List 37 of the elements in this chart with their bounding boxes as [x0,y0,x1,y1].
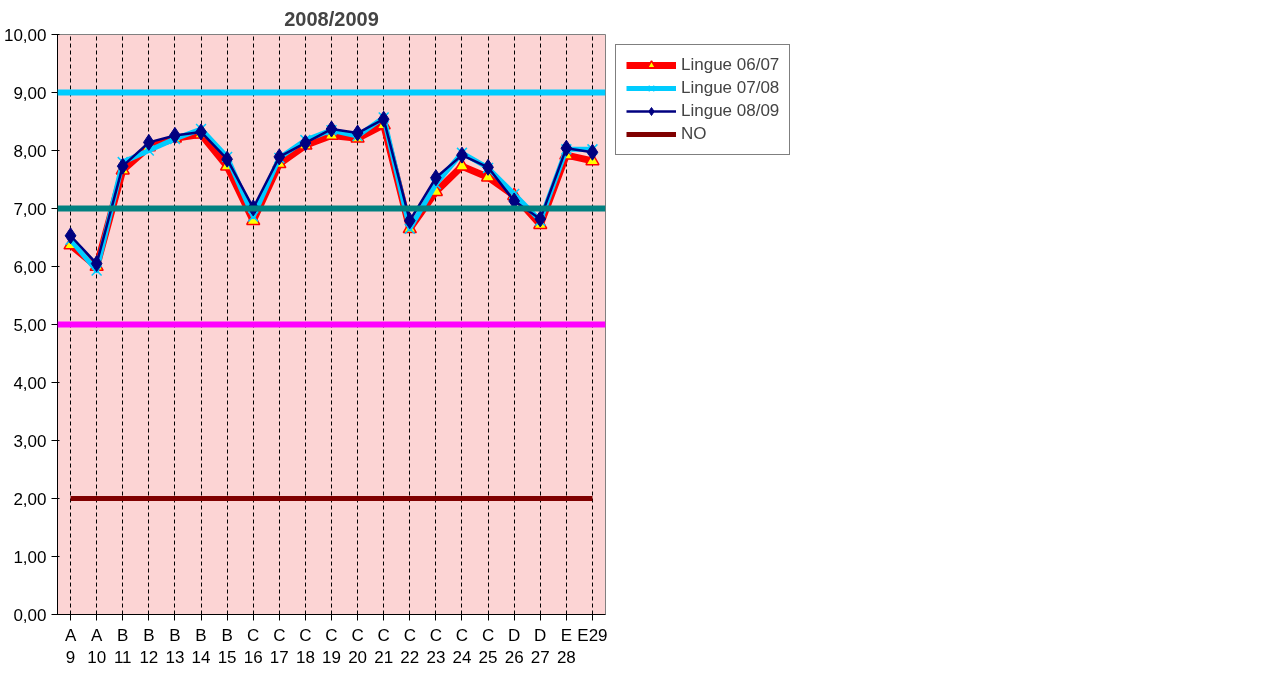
x-tick-label: B 14 [191,625,211,668]
y-tick-label: 1,00 [13,547,47,567]
y-tick-label: 9,00 [13,83,47,103]
x-tick-label: C 23 [426,625,446,668]
x-tick-label: B 12 [139,625,159,668]
x-tick-label: C 17 [269,625,289,668]
y-tick-label: 3,00 [13,431,47,451]
x-tick-label: B 15 [217,625,237,668]
x-tick-label: D 26 [504,625,524,668]
y-tick-label: 4,00 [13,373,47,393]
legend-label: Lingue 08/09 [681,101,780,121]
x-tick-label: B 13 [165,625,185,668]
chart-title: 2008/2009 [284,7,379,30]
x-tick-label: A 10 [87,625,107,668]
legend-label: Lingue 06/07 [681,55,780,75]
legend-label: Lingue 07/08 [681,78,780,98]
x-tick-label: C 19 [322,625,341,668]
y-tick-label: 5,00 [13,315,47,335]
y-tick-label: 7,00 [13,199,47,219]
x-tick-label: C 24 [452,625,472,668]
y-tick-label: 0,00 [13,605,47,625]
y-tick-label: 6,00 [13,257,47,277]
y-tick-label: 8,00 [13,141,47,161]
x-tick-label: C 18 [295,625,315,668]
x-tick-label: C 20 [348,625,368,668]
x-tick-label: A 9 [64,625,77,668]
x-tick-label: D 27 [530,625,550,668]
legend-label: NO [681,124,707,144]
x-tick-label: C 25 [478,625,498,668]
x-tick-label: C 22 [400,625,420,668]
x-tick-label: C 21 [374,625,394,668]
x-tick-label: E 28 [556,625,576,668]
y-tick-label: 10,00 [3,25,47,45]
x-tick-label: C 16 [243,625,263,668]
x-tick-label: B 11 [113,625,132,668]
x-tick-label: E29 [577,625,608,645]
y-tick-label: 2,00 [13,489,47,509]
